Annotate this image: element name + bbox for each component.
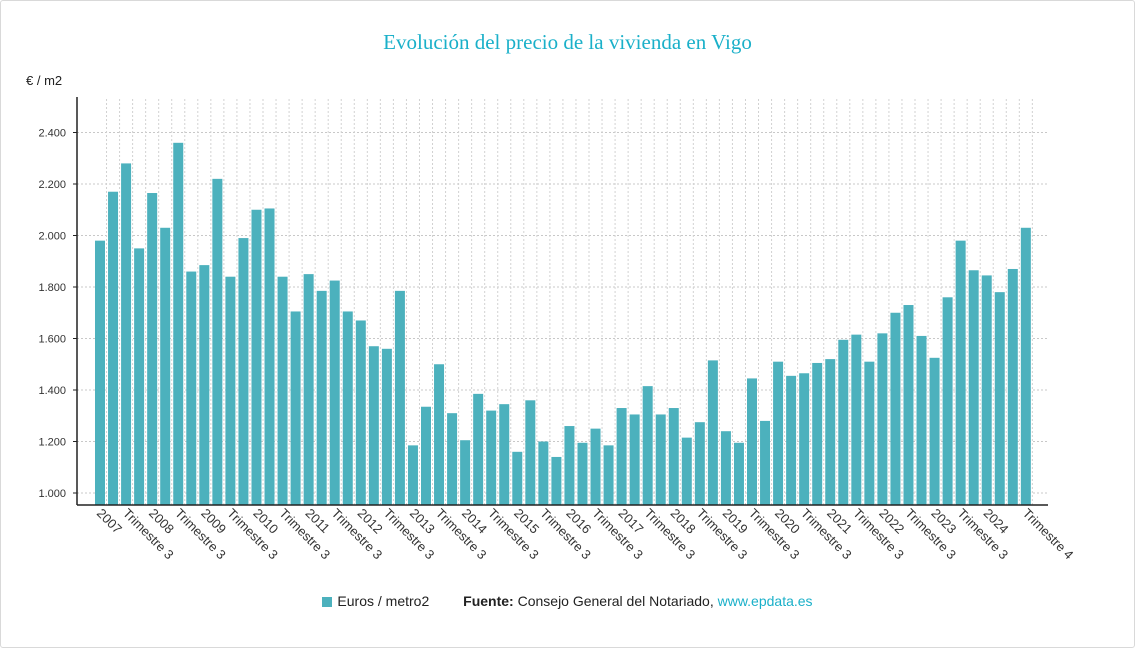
bar[interactable]	[447, 413, 458, 505]
bar[interactable]	[590, 428, 601, 505]
bar[interactable]	[212, 178, 223, 505]
bar[interactable]	[942, 297, 953, 505]
bar[interactable]	[121, 163, 132, 505]
y-tick-labels: 1.000 1.200 1.400 1.600 1.800 2.000 2.200 2.400	[38, 128, 77, 500]
bar[interactable]	[264, 208, 275, 505]
bar[interactable]	[877, 333, 888, 505]
bar[interactable]	[355, 320, 366, 505]
bar[interactable]	[812, 362, 823, 505]
y-tick-label: 2.000	[38, 231, 66, 243]
bar[interactable]	[95, 240, 105, 505]
bar[interactable]	[968, 270, 979, 505]
bar[interactable]	[551, 456, 562, 505]
bar[interactable]	[929, 357, 940, 505]
bar[interactable]	[799, 373, 810, 505]
legend-swatch	[322, 597, 333, 607]
y-axis-unit-label: € / m2	[26, 73, 63, 88]
bar[interactable]	[655, 414, 666, 505]
bar[interactable]	[955, 240, 966, 505]
bar[interactable]	[108, 191, 119, 505]
bar[interactable]	[668, 408, 679, 505]
bar[interactable]	[864, 361, 875, 505]
bar[interactable]	[512, 451, 523, 505]
bar[interactable]	[825, 359, 836, 505]
bar[interactable]	[316, 290, 327, 505]
y-tick-label: 1.200	[38, 437, 66, 449]
chart-title: Evolución del precio de la vivienda en V…	[383, 30, 752, 54]
bar[interactable]	[851, 334, 862, 505]
y-tick-label: 1.800	[38, 282, 66, 294]
bar[interactable]	[747, 378, 757, 505]
bar[interactable]	[173, 142, 184, 506]
legend-series-label: Euros / metro2	[337, 593, 430, 609]
bar[interactable]	[499, 404, 510, 505]
bar[interactable]	[186, 271, 197, 505]
bar[interactable]	[460, 440, 471, 505]
bar[interactable]	[629, 414, 640, 505]
bar[interactable]	[238, 238, 249, 505]
bar[interactable]	[134, 248, 145, 505]
bar[interactable]	[225, 276, 236, 505]
bar[interactable]	[525, 400, 536, 505]
y-tick-label: 2.400	[38, 128, 66, 140]
bar[interactable]	[642, 386, 653, 505]
bar[interactable]	[616, 408, 627, 505]
bar[interactable]	[303, 274, 314, 505]
bar[interactable]	[199, 265, 210, 505]
bar[interactable]	[434, 364, 445, 505]
x-tick-label: 2007	[94, 506, 125, 537]
bar[interactable]	[473, 393, 484, 505]
bar[interactable]	[916, 335, 927, 505]
axes	[76, 97, 1048, 506]
bar[interactable]	[603, 445, 614, 505]
bar[interactable]	[251, 209, 262, 505]
source-text: Consejo General del Notariado,	[517, 593, 714, 609]
x-tick-label: Trimestre 4	[1020, 506, 1077, 563]
legend: Euros / metro2 Fuente: Consejo General d…	[0, 593, 1135, 609]
bar[interactable]	[381, 348, 392, 505]
bar[interactable]	[421, 406, 431, 505]
bar[interactable]	[538, 441, 549, 506]
bar[interactable]	[786, 375, 797, 505]
bar[interactable]	[147, 193, 158, 505]
bar[interactable]	[981, 275, 992, 505]
bar[interactable]	[994, 292, 1005, 505]
bar[interactable]	[290, 311, 301, 505]
bar-chart: 1.000 1.200 1.400 1.600 1.800 2.000 2.200 2.400…	[38, 97, 1077, 563]
bar[interactable]	[707, 360, 718, 505]
bar[interactable]	[277, 276, 288, 505]
bar[interactable]	[773, 361, 784, 505]
y-tick-label: 1.600	[38, 334, 66, 346]
bar[interactable]	[342, 311, 353, 505]
bar[interactable]	[564, 426, 575, 505]
bar[interactable]	[838, 339, 849, 505]
source-label: Fuente:	[463, 593, 514, 609]
bar[interactable]	[368, 346, 379, 505]
y-tick-label: 1.400	[38, 385, 66, 397]
grid-lines	[77, 99, 1048, 505]
bar[interactable]	[903, 305, 914, 505]
bar[interactable]	[890, 312, 901, 505]
bar[interactable]	[681, 437, 692, 505]
y-tick-label: 1.000	[38, 488, 66, 500]
bar[interactable]	[733, 442, 744, 505]
bar[interactable]	[329, 280, 340, 505]
bar[interactable]	[486, 410, 497, 505]
bar[interactable]	[407, 445, 418, 505]
bar[interactable]	[577, 442, 588, 505]
bar[interactable]	[720, 431, 731, 505]
bar[interactable]	[1007, 268, 1018, 505]
bar[interactable]	[394, 290, 405, 505]
bar[interactable]	[160, 227, 171, 505]
bar[interactable]	[760, 420, 771, 505]
bar[interactable]	[694, 422, 705, 505]
bars	[95, 142, 1031, 506]
source-link[interactable]: www.epdata.es	[717, 593, 813, 609]
bar[interactable]	[1020, 227, 1031, 505]
y-tick-label: 2.200	[38, 179, 66, 191]
